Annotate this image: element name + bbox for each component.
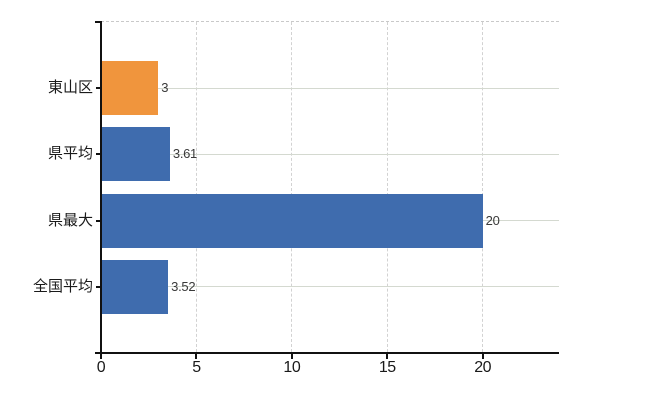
bar-value-label: 20 <box>485 212 500 228</box>
category-gridline <box>101 153 559 155</box>
y-axis-tick <box>96 285 101 288</box>
x-tick-label: 20 <box>474 359 492 376</box>
category-gridline <box>101 286 559 288</box>
x-tick-label: 0 <box>96 359 106 376</box>
x-tick-label: 5 <box>192 359 201 376</box>
y-axis-line <box>100 21 102 353</box>
plot-area <box>101 21 559 352</box>
data-bar <box>101 193 483 248</box>
x-gridline <box>195 22 197 352</box>
data-bar <box>101 259 169 314</box>
category-label: 全国平均 <box>32 277 93 295</box>
x-axis-tick <box>481 354 484 359</box>
category-label: 東山区 <box>47 79 93 97</box>
x-gridline <box>291 22 293 352</box>
x-axis-tick <box>195 354 198 359</box>
x-axis-line <box>95 352 559 354</box>
bar-value-label: 3.61 <box>172 146 197 162</box>
x-tick-label: 10 <box>283 359 301 376</box>
y-axis-tick <box>96 219 101 222</box>
bar-value-label: 3.52 <box>171 278 196 294</box>
x-tick-label: 15 <box>378 359 396 376</box>
x-axis-tick <box>100 354 102 359</box>
category-label: 県最大 <box>47 211 93 229</box>
data-bar <box>101 127 170 182</box>
x-gridline <box>386 22 388 352</box>
data-bar <box>101 61 159 116</box>
y-axis-top-tick <box>95 21 101 23</box>
x-gridline <box>482 22 484 352</box>
x-axis-tick <box>386 354 389 359</box>
x-axis-tick <box>290 354 293 359</box>
category-gridline <box>101 87 559 89</box>
category-label: 県平均 <box>47 145 93 163</box>
bar-value-label: 3 <box>161 80 169 96</box>
y-axis-tick <box>96 87 101 90</box>
y-axis-tick <box>96 153 101 156</box>
